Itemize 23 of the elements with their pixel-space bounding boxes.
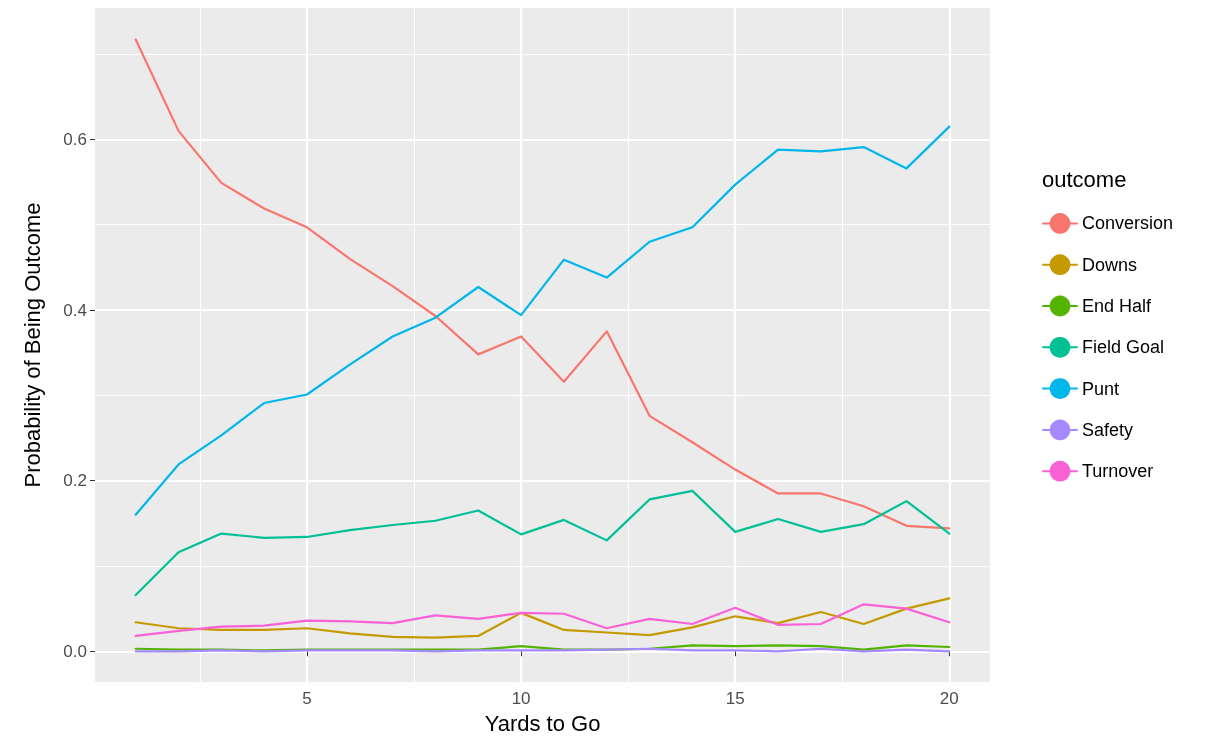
- x-axis-title: Yards to Go: [484, 710, 601, 736]
- y-tick-label: 0.4: [63, 300, 87, 320]
- line-series: [134, 38, 951, 530]
- line-series: [134, 603, 951, 638]
- y-tick-label: 0.2: [63, 471, 87, 491]
- legend-label: Punt: [1082, 378, 1120, 399]
- x-tick-label: 15: [725, 689, 745, 708]
- legend-label: Turnover: [1082, 461, 1154, 482]
- legend-label: Conversion: [1082, 213, 1174, 234]
- y-axis-title: Probability of Being Outcome: [19, 202, 45, 488]
- y-tick-label: 0.0: [63, 641, 87, 661]
- legend-label: End Half: [1082, 296, 1153, 316]
- legend-label: Downs: [1082, 254, 1138, 275]
- line-series: [134, 597, 951, 639]
- x-tick-label: 10: [511, 689, 531, 708]
- line-series: [134, 489, 951, 597]
- legend-label: Field Goal: [1082, 337, 1165, 358]
- legend-label: Safety: [1082, 419, 1134, 440]
- x-tick-label: 5: [302, 689, 312, 708]
- line-series: [134, 125, 951, 516]
- legend-title: outcome: [1042, 166, 1127, 192]
- y-tick-label: 0.6: [63, 129, 87, 149]
- x-tick-label: 20: [939, 689, 959, 708]
